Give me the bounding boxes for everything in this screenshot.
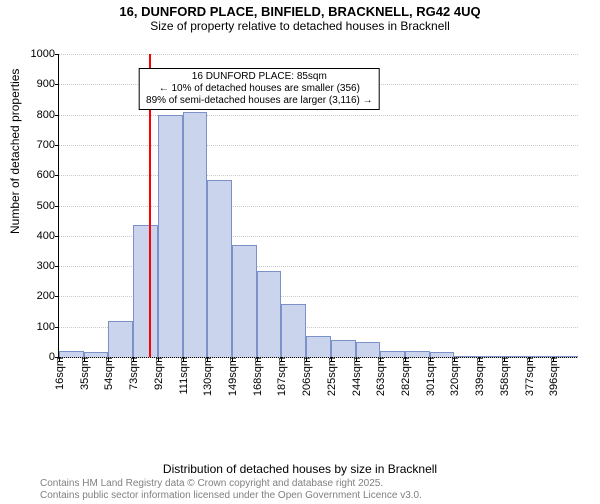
histogram-bar <box>306 336 331 357</box>
ytick-label: 500 <box>37 200 59 212</box>
xtick-label: 130sqm <box>200 357 214 396</box>
grid-line <box>59 115 578 116</box>
histogram-bar <box>281 304 306 357</box>
histogram-bar <box>356 342 381 357</box>
grid-line <box>59 145 578 146</box>
ytick-label: 700 <box>37 139 59 151</box>
xtick-label: 35sqm <box>77 357 91 390</box>
histogram-bar <box>479 356 504 358</box>
grid-line <box>59 206 578 207</box>
xtick-label: 111sqm <box>176 357 190 395</box>
xtick-label: 339sqm <box>472 357 486 396</box>
histogram-bar <box>331 340 356 357</box>
ytick-label: 600 <box>37 169 59 181</box>
annotation-line: 89% of semi-detached houses are larger (… <box>146 95 373 107</box>
page-title: 16, DUNFORD PLACE, BINFIELD, BRACKNELL, … <box>0 4 600 19</box>
xtick-label: 320sqm <box>447 357 461 396</box>
ytick-label: 900 <box>37 78 59 90</box>
xtick-label: 396sqm <box>546 357 560 396</box>
xtick-label: 377sqm <box>522 357 536 396</box>
xtick-label: 244sqm <box>349 357 363 396</box>
chart-area: 0100200300400500600700800900100016sqm35s… <box>58 54 578 414</box>
y-axis-label: Number of detached properties <box>8 69 22 234</box>
xtick-label: 149sqm <box>225 357 239 396</box>
histogram-bar <box>257 271 282 357</box>
xtick-label: 16sqm <box>52 357 66 390</box>
histogram-bar <box>529 356 554 358</box>
grid-line <box>59 54 578 55</box>
histogram-bar <box>207 180 232 357</box>
ytick-label: 400 <box>37 230 59 242</box>
histogram-bar <box>504 356 529 357</box>
histogram-bar <box>59 351 84 357</box>
plot-region: 0100200300400500600700800900100016sqm35s… <box>58 54 578 358</box>
page-subtitle: Size of property relative to detached ho… <box>0 19 600 33</box>
histogram-bar <box>405 351 430 357</box>
annotation-box: 16 DUNFORD PLACE: 85sqm← 10% of detached… <box>139 68 380 110</box>
histogram-bar <box>183 112 208 357</box>
xtick-label: 301sqm <box>423 357 437 396</box>
histogram-bar <box>430 352 455 357</box>
histogram-bar <box>158 115 183 357</box>
xtick-label: 225sqm <box>324 357 338 396</box>
footer-attribution: Contains HM Land Registry data © Crown c… <box>40 478 422 502</box>
histogram-bar <box>380 351 405 357</box>
histogram-bar <box>108 321 133 357</box>
xtick-label: 206sqm <box>299 357 313 396</box>
ytick-label: 200 <box>37 290 59 302</box>
xtick-label: 92sqm <box>151 357 165 390</box>
annotation-line: ← 10% of detached houses are smaller (35… <box>146 83 373 95</box>
footer-line-2: Contains public sector information licen… <box>40 490 422 502</box>
histogram-bar <box>133 225 158 357</box>
annotation-line: 16 DUNFORD PLACE: 85sqm <box>146 71 373 83</box>
xtick-label: 168sqm <box>250 357 264 396</box>
xtick-label: 263sqm <box>373 357 387 396</box>
histogram-bar <box>454 356 479 358</box>
ytick-label: 800 <box>37 109 59 121</box>
histogram-bar <box>84 352 109 357</box>
ytick-label: 100 <box>37 321 59 333</box>
xtick-label: 73sqm <box>126 357 140 390</box>
x-axis-label: Distribution of detached houses by size … <box>0 462 600 476</box>
xtick-label: 358sqm <box>497 357 511 396</box>
ytick-label: 1000 <box>31 48 59 60</box>
histogram-bar <box>553 356 578 358</box>
ytick-label: 300 <box>37 260 59 272</box>
xtick-label: 187sqm <box>274 357 288 396</box>
histogram-bar <box>232 245 257 357</box>
grid-line <box>59 175 578 176</box>
xtick-label: 54sqm <box>101 357 115 390</box>
xtick-label: 282sqm <box>398 357 412 396</box>
footer-line-1: Contains HM Land Registry data © Crown c… <box>40 478 422 490</box>
